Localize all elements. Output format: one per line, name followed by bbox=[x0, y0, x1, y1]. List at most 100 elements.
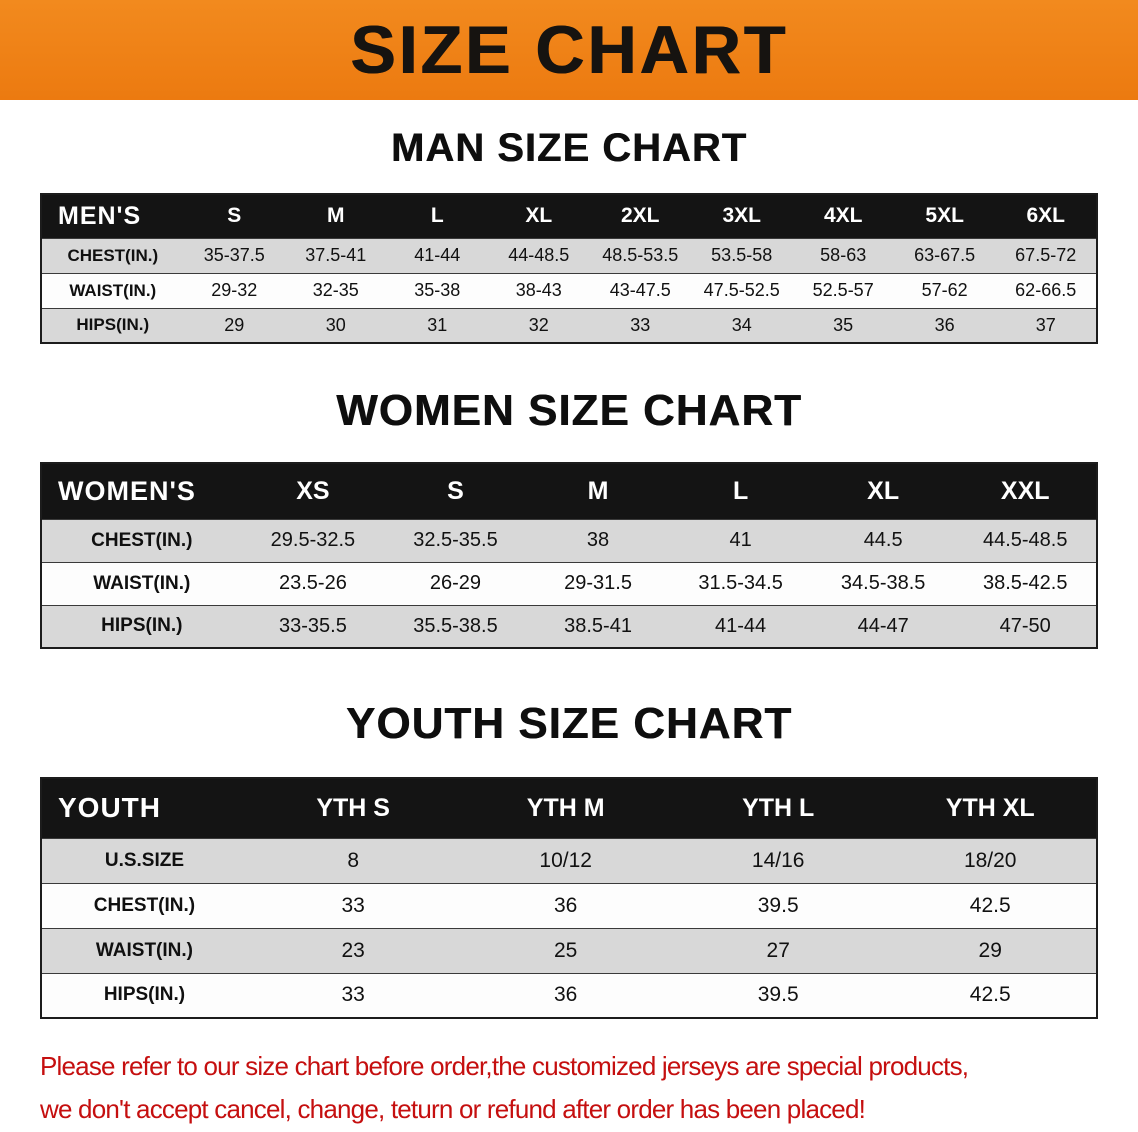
size-header-cell: M bbox=[587, 476, 609, 505]
value-cell: 62-66.5 bbox=[995, 272, 1097, 308]
value-cell: 48.5-53.5 bbox=[589, 237, 691, 273]
table-header-row: MEN'S S M L XL 2XL 3XL 4XL 5XL 6XL bbox=[41, 194, 1097, 238]
value-cell: 32.5-35.5 bbox=[384, 518, 527, 562]
size-header-cell: L bbox=[732, 476, 749, 505]
value-cell: 8 bbox=[246, 837, 460, 883]
size-header-cell: XS bbox=[296, 476, 330, 505]
size-header-cell: L bbox=[430, 204, 444, 228]
youth-size-table: YOUTH YTH S YTH M YTH L YTH XL U.S.SIZE 8 10/12… bbox=[40, 777, 1098, 1019]
value-cell: 47-50 bbox=[954, 604, 1097, 648]
value-cell: 29-31.5 bbox=[526, 561, 670, 605]
disclaimer: Please refer to our size chart before or… bbox=[40, 1045, 1138, 1131]
table-row: CHEST(IN.) 33 36 39.5 42.5 bbox=[41, 882, 1097, 928]
value-cell: 41-44 bbox=[669, 604, 812, 648]
value-cell: 38 bbox=[526, 518, 670, 562]
value-cell: 44-47 bbox=[811, 604, 955, 648]
value-cell: 30 bbox=[285, 307, 387, 343]
value-cell: 38.5-41 bbox=[526, 604, 670, 648]
value-cell: 41 bbox=[669, 518, 812, 562]
size-header-cell: XL bbox=[525, 204, 553, 228]
value-cell: 53.5-58 bbox=[690, 237, 793, 273]
table-row: HIPS(IN.) 33-35.5 35.5-38.5 38.5-41 41-44 44-… bbox=[41, 604, 1097, 648]
value-cell: 52.5-57 bbox=[792, 272, 894, 308]
table-row: WAIST(IN.) 23.5-26 26-29 29-31.5 31.5-34.5 34… bbox=[41, 561, 1097, 605]
size-header-cell: YTH S bbox=[316, 793, 390, 822]
table-row: HIPS(IN.) 29 30 31 32 33 34 35 36 37 bbox=[41, 307, 1097, 343]
value-cell: 42.5 bbox=[884, 972, 1097, 1018]
women-chart-heading: WOMEN SIZE CHART bbox=[336, 386, 802, 435]
value-cell: 33-35.5 bbox=[241, 604, 385, 648]
row-label-cell: CHEST(IN.) bbox=[41, 237, 184, 273]
value-cell: 23.5-26 bbox=[241, 561, 385, 605]
value-cell: 35.5-38.5 bbox=[384, 604, 527, 648]
row-label-cell: WAIST(IN.) bbox=[41, 272, 184, 308]
page-title: SIZE CHART bbox=[350, 12, 788, 88]
value-cell: 36 bbox=[459, 882, 672, 928]
men-size-table: MEN'S S M L XL 2XL 3XL 4XL 5XL 6XL CHEST(IN.) 35-37… bbox=[40, 193, 1098, 344]
value-cell: 18/20 bbox=[884, 837, 1097, 883]
table-header-row: YOUTH YTH S YTH M YTH L YTH XL bbox=[41, 778, 1097, 838]
value-cell: 34 bbox=[690, 307, 793, 343]
size-chart-banner: SIZE CHART bbox=[0, 0, 1138, 100]
women-size-section: WOMEN SIZE CHART WOMEN'S XS S M L XL XXL CHEST(… bbox=[0, 386, 1138, 649]
row-label-cell: HIPS(IN.) bbox=[41, 972, 247, 1018]
size-header-cell: M bbox=[327, 204, 345, 228]
table-title-cell: WOMEN'S bbox=[58, 475, 196, 506]
table-title-cell: YOUTH bbox=[58, 792, 161, 824]
size-header-cell: 3XL bbox=[722, 204, 761, 228]
row-label-cell: HIPS(IN.) bbox=[41, 307, 184, 343]
value-cell: 31 bbox=[386, 307, 488, 343]
value-cell: 35-37.5 bbox=[183, 237, 286, 273]
value-cell: 32-35 bbox=[285, 272, 387, 308]
size-header-cell: YTH L bbox=[742, 793, 815, 822]
value-cell: 33 bbox=[589, 307, 691, 343]
value-cell: 43-47.5 bbox=[589, 272, 691, 308]
value-cell: 38.5-42.5 bbox=[954, 561, 1097, 605]
size-header-cell: 2XL bbox=[620, 204, 660, 228]
table-row: CHEST(IN.) 29.5-32.5 32.5-35.5 38 41 44.5 44.5… bbox=[41, 518, 1097, 562]
youth-chart-heading: YOUTH SIZE CHART bbox=[345, 699, 793, 748]
value-cell: 67.5-72 bbox=[995, 237, 1097, 273]
row-label-cell: WAIST(IN.) bbox=[41, 561, 242, 605]
men-chart-heading: MAN SIZE CHART bbox=[390, 126, 748, 170]
table-row: CHEST(IN.) 35-37.5 37.5-41 41-44 44-48.5 48.5… bbox=[41, 237, 1097, 273]
size-header-cell: 4XL bbox=[823, 204, 863, 228]
table-row: HIPS(IN.) 33 36 39.5 42.5 bbox=[41, 972, 1097, 1018]
value-cell: 31.5-34.5 bbox=[669, 561, 812, 605]
size-header-cell: YTH XL bbox=[945, 793, 1035, 822]
value-cell: 14/16 bbox=[671, 837, 885, 883]
table-row: WAIST(IN.) 23 25 27 29 bbox=[41, 927, 1097, 973]
value-cell: 34.5-38.5 bbox=[811, 561, 955, 605]
value-cell: 35-38 bbox=[386, 272, 488, 308]
size-header-cell: 6XL bbox=[1026, 204, 1065, 228]
disclaimer-line-1: Please refer to our size chart before or… bbox=[40, 1051, 969, 1081]
table-row: U.S.SIZE 8 10/12 14/16 18/20 bbox=[41, 837, 1097, 883]
value-cell: 25 bbox=[459, 927, 672, 973]
value-cell: 39.5 bbox=[671, 972, 885, 1018]
size-header-cell: YTH M bbox=[526, 793, 605, 822]
value-cell: 44-48.5 bbox=[488, 237, 590, 273]
value-cell: 42.5 bbox=[884, 882, 1097, 928]
value-cell: 63-67.5 bbox=[893, 237, 996, 273]
size-header-cell: 5XL bbox=[925, 204, 964, 228]
row-label-cell: WAIST(IN.) bbox=[41, 927, 247, 973]
value-cell: 44.5 bbox=[811, 518, 955, 562]
value-cell: 32 bbox=[488, 307, 590, 343]
value-cell: 35 bbox=[792, 307, 894, 343]
size-header-cell: S bbox=[227, 204, 242, 228]
value-cell: 29-32 bbox=[183, 272, 286, 308]
value-cell: 58-63 bbox=[792, 237, 894, 273]
value-cell: 33 bbox=[246, 972, 460, 1018]
value-cell: 57-62 bbox=[893, 272, 996, 308]
disclaimer-line-2: we don't accept cancel, change, teturn o… bbox=[40, 1093, 866, 1124]
value-cell: 38-43 bbox=[488, 272, 590, 308]
value-cell: 29 bbox=[884, 927, 1097, 973]
row-label-cell: CHEST(IN.) bbox=[41, 518, 242, 562]
table-header-row: WOMEN'S XS S M L XL XXL bbox=[41, 463, 1097, 519]
value-cell: 23 bbox=[246, 927, 460, 973]
value-cell: 37.5-41 bbox=[285, 237, 387, 273]
value-cell: 47.5-52.5 bbox=[690, 272, 793, 308]
value-cell: 37 bbox=[995, 307, 1097, 343]
size-header-cell: XXL bbox=[1000, 476, 1050, 505]
value-cell: 29 bbox=[183, 307, 286, 343]
